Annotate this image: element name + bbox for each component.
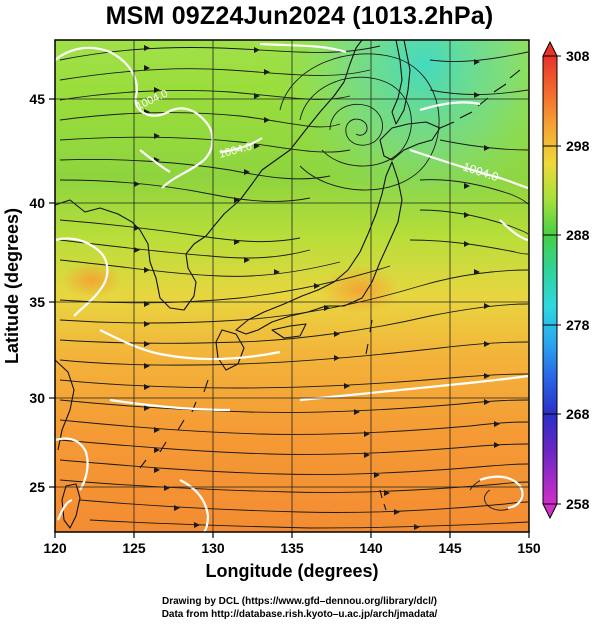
y-tick-label: 25 bbox=[29, 479, 45, 495]
colorbar-tick-label: 298 bbox=[566, 138, 590, 154]
y-tick-label: 45 bbox=[29, 91, 45, 107]
y-tick-label: 35 bbox=[29, 294, 45, 310]
y-tick-label: 40 bbox=[29, 195, 45, 211]
x-tick-label: 150 bbox=[517, 540, 541, 556]
colorbar-top-arrow bbox=[542, 40, 558, 57]
y-tick-label: 30 bbox=[29, 390, 45, 406]
colorbar-tick-label: 258 bbox=[566, 496, 590, 512]
isobars bbox=[55, 42, 529, 532]
x-tick-label: 130 bbox=[201, 540, 225, 556]
y-axis bbox=[49, 98, 55, 488]
x-tick-label: 125 bbox=[122, 540, 146, 556]
colorbar-tick-label: 268 bbox=[566, 406, 590, 422]
colorbar-bottom-arrow bbox=[542, 503, 558, 520]
x-tick-label: 145 bbox=[438, 540, 462, 556]
y-tick-labels: 25 30 35 40 45 bbox=[29, 91, 45, 495]
colorbar-tick-label: 308 bbox=[566, 48, 590, 64]
x-tick-label: 135 bbox=[280, 540, 304, 556]
chart-title: MSM 09Z24Jun2024 (1013.2hPa) bbox=[105, 2, 494, 30]
x-tick-label: 140 bbox=[359, 540, 383, 556]
lat-lon-grid bbox=[55, 40, 529, 532]
wind-streamlines bbox=[59, 45, 529, 529]
colorbar-tick-label: 278 bbox=[566, 317, 590, 333]
drawing-credit: Drawing by DCL (https://www.gfd–dennou.o… bbox=[161, 596, 437, 607]
y-axis-label: Latitude (degrees) bbox=[2, 208, 22, 364]
x-axis bbox=[54, 532, 530, 538]
x-tick-labels: 120 125 130 135 140 145 150 bbox=[43, 540, 541, 556]
data-credit: Data from http://database.rish.kyoto–u.a… bbox=[161, 609, 438, 620]
x-tick-label: 120 bbox=[43, 540, 67, 556]
temperature-field: 1004.0 1004.0 1004.0 bbox=[55, 40, 529, 532]
colorbar-tick-label: 288 bbox=[566, 227, 590, 243]
colorbar: 308 298 288 278 268 258 bbox=[542, 40, 590, 520]
x-axis-label: Longitude (degrees) bbox=[205, 561, 378, 581]
